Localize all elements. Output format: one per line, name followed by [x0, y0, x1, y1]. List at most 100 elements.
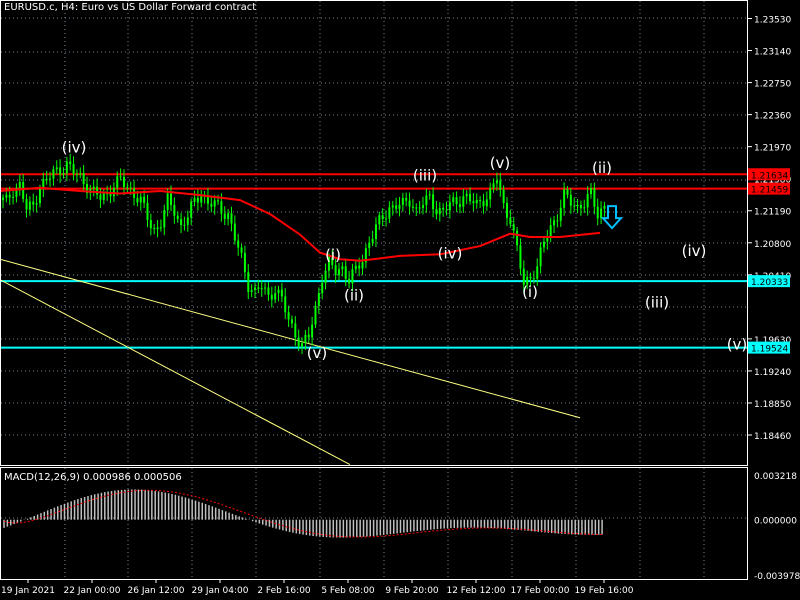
candle-body — [311, 324, 314, 338]
grid — [1, 1, 748, 579]
wave-label: (v) — [727, 336, 748, 354]
wave-label: (iv) — [682, 242, 707, 260]
candle-body — [532, 278, 535, 280]
candle-body — [301, 343, 304, 347]
candle-body — [42, 178, 45, 189]
price-tick-label: 1.23140 — [754, 48, 791, 58]
candle-body — [522, 268, 525, 285]
candle-body — [129, 187, 132, 189]
candle-body — [388, 207, 391, 219]
candle-body — [422, 205, 424, 208]
wave-label: (v) — [490, 154, 511, 172]
candle-body — [539, 247, 542, 267]
candle-body — [163, 210, 166, 228]
candle-body — [126, 187, 129, 189]
candle-body — [196, 197, 199, 203]
candle-body — [143, 196, 146, 203]
candle-body — [247, 272, 250, 292]
time-tick-label: 22 Jan 00:00 — [64, 586, 121, 596]
candle-body — [395, 205, 398, 209]
moving-average-line — [0, 186, 601, 262]
wave-label: (ii) — [344, 286, 364, 304]
candle-body — [38, 188, 41, 204]
candle-body — [452, 197, 455, 203]
wave-label: (ii) — [592, 159, 612, 177]
time-tick-label: 5 Feb 08:00 — [321, 586, 375, 596]
candle-body — [8, 194, 11, 198]
macd-title: MACD(12,26,9) 0.000986 0.000506 — [4, 472, 182, 483]
candle-body — [583, 207, 586, 209]
trendline — [0, 279, 351, 466]
candle-body — [344, 266, 347, 279]
price-tag-label: 1.21459 — [751, 186, 788, 196]
candle-body — [590, 188, 592, 194]
price-tag — [748, 275, 790, 288]
candle-body — [223, 213, 226, 219]
candle-body — [119, 176, 122, 178]
wave-label: (v) — [307, 344, 328, 362]
wave-label: (i) — [325, 246, 341, 264]
candle-body — [371, 238, 374, 243]
trendline — [0, 258, 581, 419]
candle-body — [472, 201, 475, 204]
macd-tick-label: 0.003218 — [754, 472, 797, 482]
candle-body — [173, 204, 176, 216]
candle-body — [405, 197, 408, 201]
candle-body — [334, 265, 337, 275]
candle-body — [237, 240, 240, 248]
candle-body — [274, 293, 277, 300]
candle-body — [378, 215, 381, 225]
candle-body — [260, 288, 263, 290]
candle-body — [411, 206, 414, 208]
candle-body — [35, 203, 38, 205]
candle-body — [79, 173, 82, 175]
candle-body — [512, 224, 515, 231]
candle-body — [469, 193, 472, 202]
candle-body — [32, 201, 35, 205]
candles — [2, 153, 606, 354]
candle-body — [526, 276, 529, 285]
candle-body — [351, 269, 354, 284]
candle-body — [18, 182, 21, 188]
price-tag-label: 1.21634 — [751, 171, 788, 181]
candle-body — [200, 196, 203, 203]
candle-body — [361, 262, 364, 269]
sell-arrow-icon — [600, 205, 624, 230]
candle-body — [314, 305, 317, 325]
candle-body — [190, 201, 193, 218]
candle-body — [75, 174, 78, 176]
candle-body — [170, 193, 172, 205]
candle-body — [475, 199, 478, 204]
macd-panel — [3, 489, 603, 538]
price-tick-label: 1.19630 — [754, 336, 791, 346]
macd-tick-label: 0.000000 — [754, 517, 797, 527]
time-tick-label: 2 Feb 16:00 — [257, 586, 311, 596]
candle-body — [284, 296, 287, 313]
candle-body — [270, 294, 273, 300]
candle-body — [254, 287, 256, 290]
candle-body — [186, 217, 189, 225]
candle-body — [297, 337, 300, 347]
candle-body — [321, 282, 324, 294]
candle-body — [593, 188, 596, 207]
candle-body — [69, 161, 72, 165]
candle-body — [307, 334, 310, 338]
wave-label: (iv) — [62, 138, 87, 156]
candle-body — [415, 207, 418, 209]
candle-body — [553, 220, 556, 226]
candle-body — [102, 193, 105, 200]
candle-body — [317, 293, 320, 306]
candle-body — [327, 256, 330, 271]
candle-body — [556, 220, 559, 222]
candle-body — [99, 194, 102, 200]
price-tag-label: 1.20333 — [751, 278, 788, 288]
time-tick-label: 17 Feb 00:00 — [510, 586, 569, 596]
price-tick-label: 1.19240 — [754, 368, 791, 378]
candle-body — [573, 205, 576, 207]
candle-body — [348, 278, 351, 284]
candle-body — [62, 173, 65, 175]
price-tick-label: 1.22750 — [754, 80, 791, 90]
candle-body — [59, 167, 62, 175]
